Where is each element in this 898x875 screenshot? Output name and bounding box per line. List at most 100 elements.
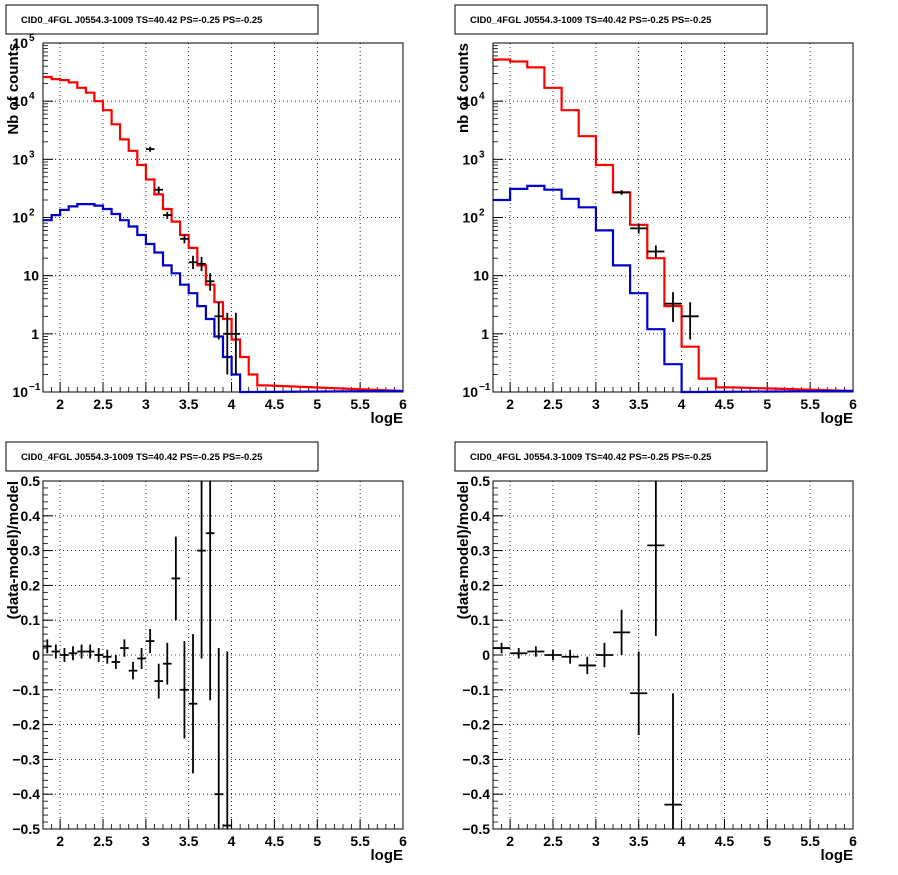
residual-point [223, 651, 232, 829]
y-tick-exponent: 2 [29, 208, 35, 219]
plot-pad-1: CID0_4FGL J0554.3-1009 TS=40.42 PS=-0.25… [5, 4, 407, 427]
y-tick-label: 10 [462, 151, 478, 167]
residual-point [197, 481, 206, 659]
y-axis-label: Nb of counts [5, 43, 22, 135]
data-point [180, 234, 189, 244]
y-tick-label: −0.3 [462, 751, 490, 767]
residual-point [630, 651, 648, 736]
x-tick-label: 6 [849, 396, 857, 412]
data-point [197, 256, 206, 272]
data-point [630, 223, 648, 234]
y-tick-label: 10 [473, 268, 489, 284]
x-tick-label: 3 [592, 833, 600, 849]
residual-point [510, 648, 528, 659]
x-tick-label: 6 [399, 833, 407, 849]
y-tick-label: 10 [462, 210, 478, 226]
x-tick-label: 2 [56, 396, 64, 412]
y-tick-label: 0 [482, 647, 490, 663]
y-tick-exponent: 3 [29, 149, 35, 160]
y-tick-label: 0.3 [21, 543, 41, 559]
x-tick-label: 2 [506, 396, 514, 412]
x-tick-label: 2.5 [543, 833, 563, 849]
data-point [231, 312, 241, 375]
residual-point [527, 646, 545, 657]
y-axis-label: (data-model)/model [455, 481, 472, 619]
plot-title: CID0_4FGL J0554.3-1009 TS=40.42 PS=-0.25… [470, 452, 712, 463]
x-tick-label: 4.5 [715, 396, 735, 412]
y-tick-label: 10 [462, 93, 478, 109]
y-tick-label: 0.5 [21, 473, 41, 489]
residual-point [180, 641, 189, 739]
y-tick-label: 0.4 [471, 508, 491, 524]
y-tick-exponent: −1 [479, 382, 491, 393]
y-tick-label: 10 [12, 384, 28, 400]
residual-point [188, 634, 198, 774]
residual-point [94, 648, 103, 662]
y-tick-label: 0.3 [471, 543, 491, 559]
x-tick-label: 3 [592, 396, 600, 412]
residual-point [647, 481, 665, 636]
residual-point [120, 639, 129, 657]
y-tick-exponent: 5 [29, 33, 35, 44]
title-box [454, 4, 768, 35]
x-tick-label: 2 [56, 833, 64, 849]
x-tick-label: 3.5 [179, 396, 199, 412]
residual-point [664, 693, 682, 829]
y-tick-label: 10 [12, 93, 28, 109]
y-tick-exponent: 2 [479, 208, 485, 219]
y-tick-label: −0.2 [12, 717, 40, 733]
x-tick-label: 5 [313, 833, 321, 849]
x-tick-label: 4.5 [265, 833, 285, 849]
y-tick-label: 10 [12, 35, 28, 51]
total-model-histogram [493, 58, 854, 393]
residual-point [214, 648, 223, 829]
x-tick-label: 3.5 [629, 833, 649, 849]
residual-point [163, 642, 172, 685]
x-tick-label: 6 [399, 396, 407, 412]
x-axis-label: logE [821, 847, 854, 864]
residual-point [137, 648, 146, 669]
y-tick-exponent: 3 [479, 149, 485, 160]
x-tick-label: 3.5 [179, 833, 199, 849]
x-axis-label: logE [371, 847, 404, 864]
x-tick-label: 5 [763, 396, 771, 412]
y-tick-label: 1 [481, 326, 489, 342]
y-tick-label: 1 [31, 326, 39, 342]
x-axis-label: logE [821, 410, 854, 427]
y-tick-exponent: −1 [29, 382, 41, 393]
x-tick-label: 5 [763, 833, 771, 849]
x-tick-label: 3 [142, 833, 150, 849]
x-tick-label: 2.5 [93, 396, 113, 412]
residual-point [103, 649, 112, 664]
y-tick-label: 0 [32, 647, 40, 663]
x-tick-label: 4 [678, 833, 686, 849]
residual-point [595, 642, 613, 668]
data-point [681, 302, 699, 340]
residual-point [85, 644, 95, 659]
residual-point [544, 649, 562, 661]
plot-pad-3: CID0_4FGL J0554.3-1009 TS=40.42 PS=-0.25… [5, 441, 407, 864]
x-tick-label: 2.5 [93, 833, 113, 849]
total-model-histogram [43, 75, 404, 393]
plot-frame [42, 480, 404, 830]
residual-point [77, 644, 86, 659]
data-point [188, 255, 198, 270]
residual-point [613, 609, 631, 655]
residual-point [561, 649, 579, 664]
x-tick-label: 6 [849, 833, 857, 849]
title-box [5, 4, 319, 35]
x-tick-label: 5.5 [350, 833, 370, 849]
source-model-histogram [493, 184, 854, 394]
x-tick-label: 4.5 [265, 396, 285, 412]
data-point [223, 312, 232, 375]
x-tick-label: 4 [228, 396, 236, 412]
data-point [613, 190, 631, 195]
y-tick-exponent: 4 [479, 91, 485, 102]
data-point [145, 146, 155, 152]
data-point [214, 302, 223, 340]
x-tick-label: 3 [142, 396, 150, 412]
y-tick-label: −0.1 [462, 682, 490, 698]
residual-point [68, 646, 78, 661]
plot-title: CID0_4FGL J0554.3-1009 TS=40.42 PS=-0.25… [21, 452, 263, 463]
